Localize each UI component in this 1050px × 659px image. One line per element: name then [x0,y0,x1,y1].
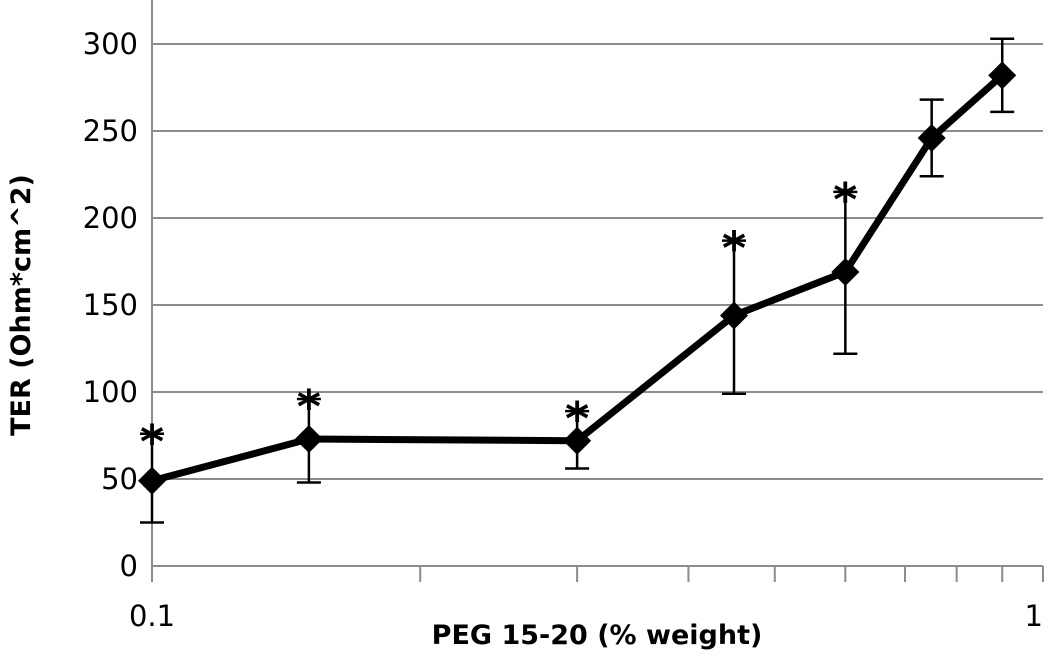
data-point [138,466,166,495]
data-point [917,123,946,152]
y-tick-label: 150 [83,288,138,322]
significance-star: * [833,173,857,227]
data-point [563,426,592,455]
x-axis-tick-labels: 0.1 1 [129,599,1043,633]
y-tick-label: 300 [83,27,138,61]
significance-annotations: * * * * * [140,173,857,469]
data-point [988,61,1017,90]
y-tick-label: 250 [83,114,138,148]
data-point [831,257,860,286]
y-axis-title: TER (Ohm*cm^2) [6,174,37,436]
x-tick-label: 0.1 [129,599,175,633]
significance-star: * [140,415,164,469]
axes [151,0,1043,567]
data-point [294,424,323,453]
y-tick-label: 50 [101,462,138,496]
data-point [720,301,749,330]
significance-star: * [297,380,321,434]
gridlines [152,43,1043,480]
data-markers [138,61,1017,495]
significance-star: * [722,222,746,276]
y-tick-label: 0 [120,549,138,583]
x-axis-title: PEG 15-20 (% weight) [432,620,763,651]
y-tick-label: 100 [83,375,138,409]
x-axis-ticks [151,566,1044,582]
y-axis-tick-labels: 0 50 100 150 200 250 300 [83,27,138,583]
x-tick-label: 1 [1025,599,1043,633]
y-tick-label: 200 [83,201,138,235]
significance-star: * [565,392,589,446]
